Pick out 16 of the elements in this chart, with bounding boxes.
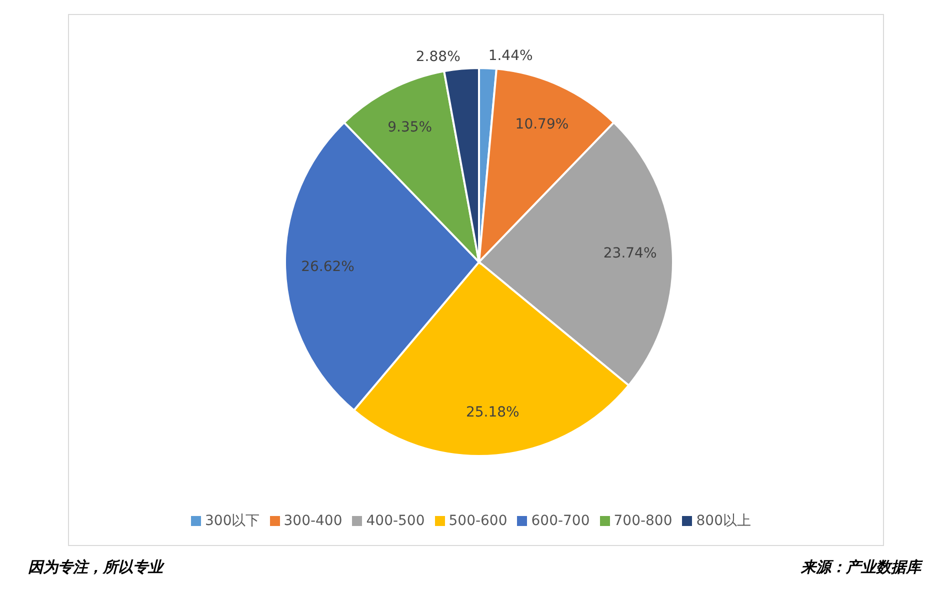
data-label: 25.18% (466, 404, 520, 421)
legend-label: 500-600 (448, 513, 508, 529)
legend-label: 400-500 (366, 513, 425, 529)
legend-label: 600-700 (531, 513, 590, 529)
legend-label: 700-800 (614, 513, 672, 529)
data-label: 26.62% (301, 259, 354, 276)
source-note: 来源：产业数据库 (801, 558, 921, 577)
text: 因为专注，所以专业 (28, 558, 163, 577)
data-label: 10.79% (515, 116, 569, 132)
data-label: 9.35% (388, 119, 432, 136)
legend-label: 800以上 (696, 513, 751, 529)
data-label: 1.44% (488, 48, 533, 64)
data-label: 2.88% (416, 48, 460, 65)
legend-label: 300-400 (284, 513, 342, 529)
legend-label: 300以下 (205, 513, 260, 529)
data-label: 23.74% (603, 245, 657, 262)
